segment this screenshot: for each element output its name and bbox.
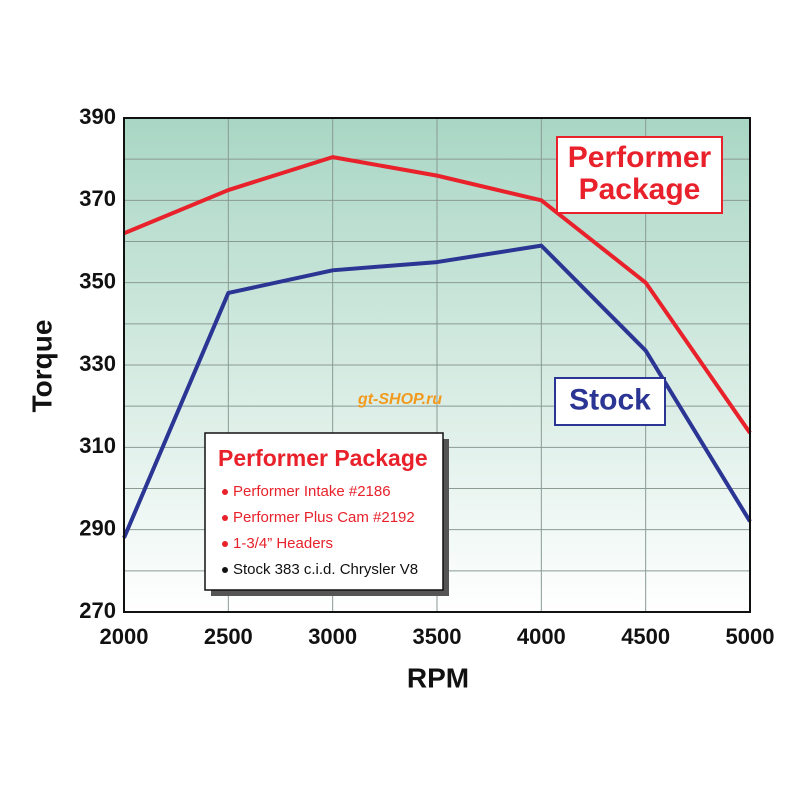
series-label-box [556,136,723,214]
x-tick-label: 3000 [308,624,357,649]
x-tick-label: 5000 [726,624,775,649]
y-tick-label: 310 [79,433,116,458]
legend-item: Performer Plus Cam #2192 [233,509,415,526]
y-tick-label: 330 [79,351,116,376]
legend-bullet [222,567,228,573]
y-tick-label: 350 [79,268,116,293]
y-tick-label: 390 [79,104,116,129]
y-axis-label: Torque [26,320,57,413]
x-tick-label: 3500 [413,624,462,649]
legend-bullet [222,489,228,495]
series-label: Performer [568,141,712,174]
legend-box [204,432,444,591]
series-line [122,243,752,539]
legend-title: Performer Package [218,445,428,471]
series-line [123,155,752,435]
y-tick-label: 370 [79,186,116,211]
series-label: Package [579,173,701,206]
y-tick-label: 270 [79,598,116,623]
y-tick-label: 290 [79,515,116,540]
series-label: Stock [569,383,651,416]
x-tick-label: 4000 [517,624,566,649]
legend-bullet [222,515,228,521]
legend-bullet [222,541,228,547]
legend-item: Stock 383 c.i.d. Chrysler V8 [233,561,418,578]
plot-border [123,117,751,613]
x-tick-label: 2500 [204,624,253,649]
legend-item: 1-3/4” Headers [233,535,333,552]
x-axis-label: RPM [407,662,469,693]
x-tick-label: 4500 [621,624,670,649]
legend-item: Performer Intake #2186 [233,483,391,500]
series-label-box [554,377,666,426]
x-tick-label: 2000 [100,624,149,649]
watermark: gt-SHOP.ru [357,391,442,408]
